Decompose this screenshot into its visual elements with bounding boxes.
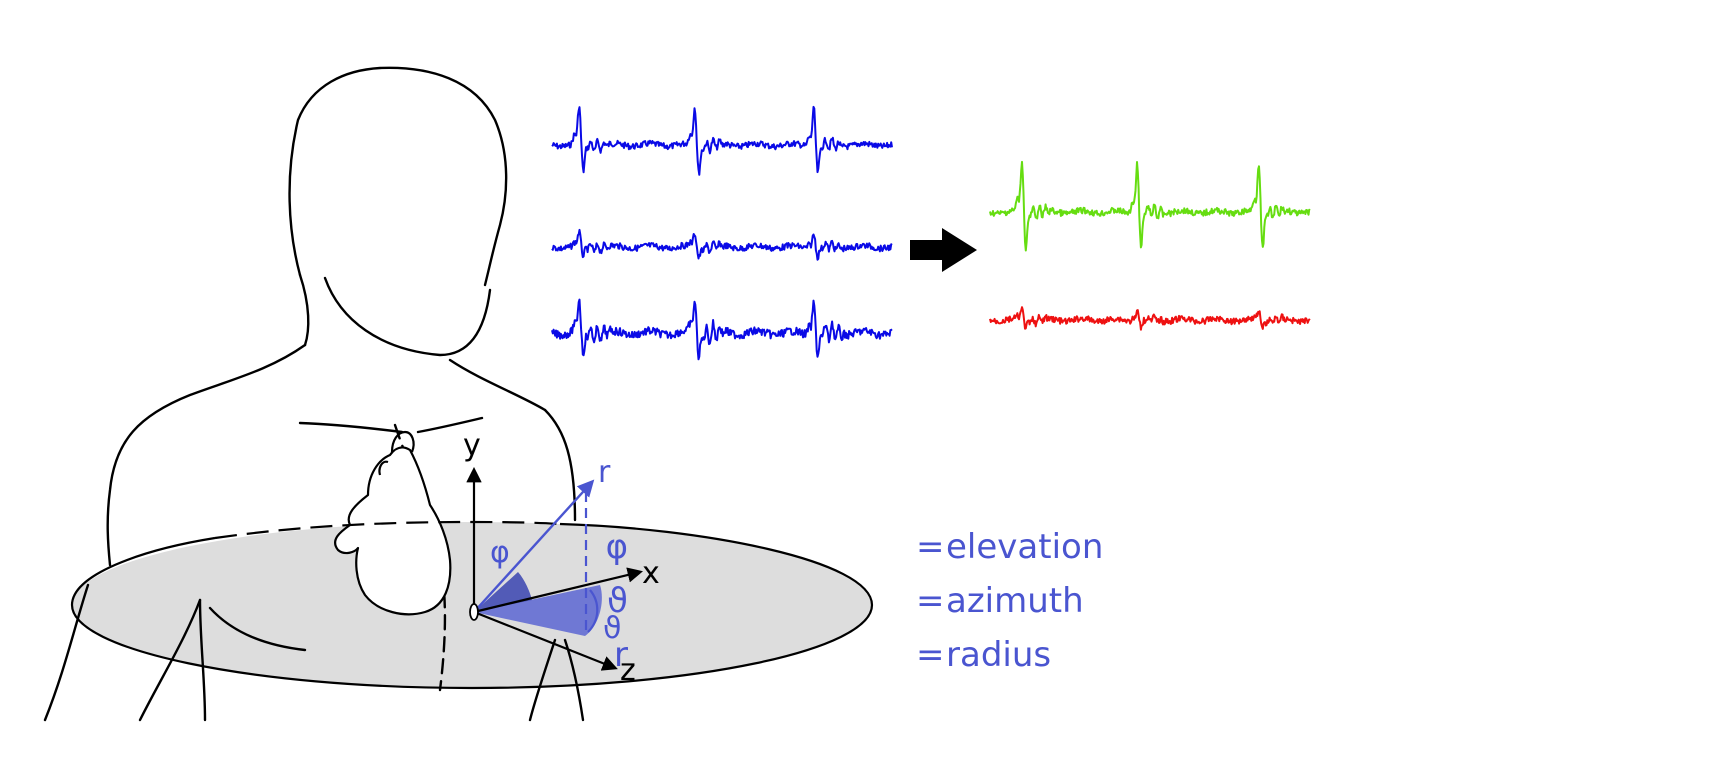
head-outline xyxy=(288,66,508,287)
r-vector-label: r xyxy=(598,455,611,490)
transform-arrow xyxy=(910,228,977,272)
input-signal-trace-2 xyxy=(551,228,893,261)
origin-marker xyxy=(469,603,479,621)
output-signal-trace-primary xyxy=(989,160,1311,252)
neck-left xyxy=(298,273,310,347)
plane-front-edge xyxy=(70,604,874,690)
arm-left-inner xyxy=(198,598,207,722)
input-signal-trace-3 xyxy=(551,298,893,361)
shoulder-right xyxy=(543,408,577,522)
z-axis xyxy=(473,610,618,671)
jaw-line xyxy=(323,276,492,357)
chest-curve xyxy=(208,606,307,652)
r-vector xyxy=(473,479,595,613)
legend-equals: = xyxy=(916,527,945,567)
signal-traces xyxy=(551,105,1311,361)
x-axis-label: x xyxy=(642,556,660,591)
legend-description: elevation xyxy=(946,527,1104,567)
azimuth-wedge xyxy=(474,585,602,636)
azimuth-arc xyxy=(587,589,599,633)
legend-equals: = xyxy=(916,635,945,675)
input-signal-trace-1 xyxy=(551,105,893,176)
plane-back-edge-left xyxy=(70,536,216,606)
legend-symbol: φ xyxy=(605,527,628,567)
torso-right-inner xyxy=(528,638,557,722)
output-signal-trace-residual xyxy=(989,306,1311,331)
shoulder-left xyxy=(106,343,307,567)
y-axis-label: y xyxy=(463,428,481,463)
legend-description: azimuth xyxy=(946,581,1084,621)
arm-left-outer xyxy=(43,583,90,722)
x-axis xyxy=(473,567,643,614)
plane-back-edge-right xyxy=(559,522,874,606)
legend-symbol: ϑ xyxy=(606,581,628,621)
heart-outline xyxy=(334,430,452,616)
collarbone-right xyxy=(416,416,484,434)
legend-equals: = xyxy=(916,581,945,621)
legend-description: radius xyxy=(946,635,1052,675)
theta-angle-label: ϑ xyxy=(603,611,622,646)
collarbone-left xyxy=(298,421,404,434)
z-axis-label: z xyxy=(620,653,636,688)
phi-angle-label: φ xyxy=(490,535,510,570)
neck-right xyxy=(448,358,547,412)
plane-back-edge-dashed xyxy=(214,520,561,540)
legend-symbol: r xyxy=(614,635,628,675)
